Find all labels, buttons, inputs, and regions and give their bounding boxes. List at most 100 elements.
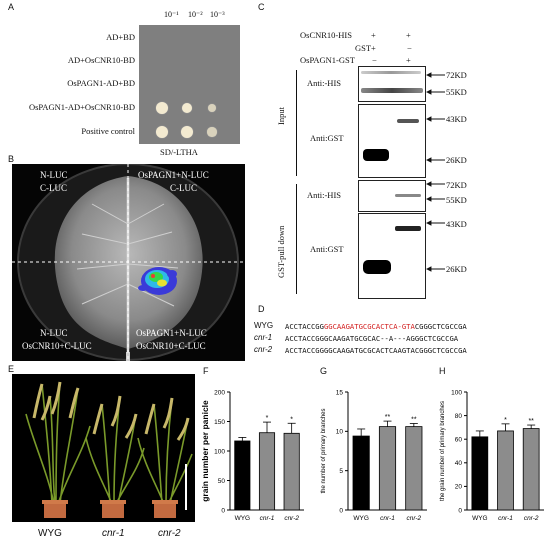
x-tick-label: WYG	[353, 515, 369, 522]
y-axis-label: the grain number of primary branches	[440, 401, 446, 501]
plant-label: cnr-1	[102, 528, 125, 539]
group-label-pulldown: GST-pull down	[276, 225, 286, 278]
quadrant-bl-line2: OsCNR10+C-LUC	[22, 341, 92, 351]
dilution-2: 10⁻²	[188, 10, 203, 19]
marker-26kd: 26KD	[446, 264, 467, 274]
panel-label-d: D	[258, 304, 265, 314]
plant-label: WYG	[38, 528, 62, 539]
bar	[234, 440, 251, 511]
significance-marker: **	[411, 416, 417, 423]
blot-antibody-label: Anti:-HIS	[307, 78, 341, 88]
bar	[258, 432, 276, 511]
y-tick-label: 0	[221, 507, 225, 514]
y2h-row-label: Positive control	[81, 126, 135, 136]
chart-f: 0 50 100 150 200 grain number per panicle WYG *…	[200, 389, 304, 522]
y-axis-label: grain number per panicle	[200, 400, 210, 502]
blot-antibody-label: Anti:-HIS	[307, 190, 341, 200]
lane1-sign: +	[371, 30, 376, 40]
y-tick-label: 80	[455, 413, 463, 420]
panel-label-h: H	[439, 366, 446, 376]
panel-label-f: F	[203, 366, 209, 376]
plant-photo	[12, 374, 195, 522]
luciferase-image: N-LUC C-LUC OsPAGN1+N-LUC C-LUC N-LUC Os…	[12, 164, 245, 361]
quadrant-tr-line1: OsPAGN1+N-LUC	[138, 170, 209, 180]
x-tick-label: WYG	[235, 515, 251, 522]
marker-26kd: 26KD	[446, 155, 467, 165]
dilution-3: 10⁻³	[210, 10, 225, 19]
panel-label-g: G	[320, 366, 328, 376]
yeast-colony	[207, 127, 217, 137]
y-tick-label: 50	[218, 478, 226, 485]
quadrant-br-line1: OsPAGN1+N-LUC	[136, 328, 207, 338]
seq-cnr2: ACCTACCGGGGCAAGATGCGCACTCAAGTACGGGCTCGCC…	[285, 346, 467, 355]
condition-label: OsPAGN1-GST	[300, 55, 355, 65]
leaf-image	[12, 164, 245, 361]
dilution-1: 10⁻¹	[164, 10, 179, 19]
panel-label-a: A	[8, 2, 15, 12]
x-tick-label: cnr-2	[406, 515, 421, 522]
seq-segment: ACCTACCGG	[285, 322, 324, 331]
y-tick-label: 100	[451, 389, 462, 396]
quadrant-tl-line1: N-LUC	[40, 170, 68, 180]
marker-72kd: 72KD	[446, 70, 467, 80]
chart-g: 0 5 10 15 the number of primary branches WYG *…	[321, 389, 427, 522]
lane1-sign: −	[372, 55, 377, 65]
y-tick-label: 0	[458, 507, 462, 514]
lane2-sign: +	[406, 55, 411, 65]
group-label-input: Input	[276, 107, 286, 125]
significance-marker: **	[385, 414, 391, 421]
x-tick-label: cnr-2	[524, 515, 539, 522]
yeast-colony	[208, 104, 216, 112]
y-tick-label: 0	[339, 507, 343, 514]
y-tick-label: 200	[214, 389, 225, 396]
y-tick-label: 150	[214, 419, 225, 426]
lane1-sign: +	[371, 43, 376, 53]
seq-segment: ACCTACCGGGCAAGATGCGCAC--A---	[285, 334, 407, 343]
blot-input-his	[358, 66, 426, 102]
marker-43kd: 43KD	[446, 219, 467, 229]
input-bracket	[296, 70, 297, 176]
y-tick-label: 15	[336, 389, 344, 396]
pulldown-bracket	[296, 184, 297, 294]
seq-target-segment: GGCAAGATGCGCACTCA-GTA	[323, 322, 415, 331]
bar	[405, 426, 423, 511]
marker-55kd: 55KD	[446, 195, 467, 205]
y-tick-label: 100	[214, 448, 225, 455]
seq-cnr1: ACCTACCGGGCAAGATGCGCAC--A---AGGGCTCGCCGA	[285, 334, 458, 343]
yeast-colony	[156, 102, 168, 114]
seq-name: cnr-1	[254, 333, 273, 342]
plant-label: cnr-2	[158, 528, 181, 539]
bar	[352, 435, 370, 511]
significance-marker: *	[504, 417, 507, 424]
lane2-sign: +	[406, 30, 411, 40]
significance-marker: *	[266, 415, 269, 422]
y-axis-label: the number of primary branches	[321, 408, 327, 493]
x-tick-label: WYG	[472, 515, 488, 522]
quadrant-tr-line2: C-LUC	[170, 183, 197, 193]
plate-medium-label: SD/-LTHA	[160, 147, 198, 157]
x-tick-label: cnr-1	[380, 515, 395, 522]
bar	[471, 436, 489, 511]
blot-antibody-label: Anti:GST	[310, 133, 344, 143]
significance-marker: **	[528, 418, 534, 425]
y-tick-label: 60	[455, 437, 463, 444]
marker-72kd: 72KD	[446, 180, 467, 190]
seq-name: cnr-2	[254, 345, 273, 354]
seq-wyg: ACCTACCGGGGCAAGATGCGCACTCA-GTACGGGCTCGCC…	[285, 322, 467, 331]
marker-arrows	[426, 72, 445, 272]
y-tick-label: 10	[336, 429, 344, 436]
y-tick-label: 40	[455, 460, 463, 467]
quadrant-bl-line1: N-LUC	[40, 328, 68, 338]
seq-segment: AGGGCTCGCCGA	[406, 334, 459, 343]
x-tick-label: cnr-1	[260, 515, 275, 522]
y-tick-label: 5	[339, 468, 343, 475]
luminescence-signal	[138, 267, 177, 295]
yeast-colony	[181, 126, 193, 138]
lane2-sign: −	[407, 43, 412, 53]
rice-plants	[25, 381, 193, 518]
bar	[522, 428, 540, 511]
bar	[497, 430, 514, 511]
panel-label-b: B	[8, 154, 15, 164]
blot-antibody-label: Anti:GST	[310, 244, 344, 254]
y2h-row-label: AD+OsCNR10-BD	[67, 55, 135, 65]
